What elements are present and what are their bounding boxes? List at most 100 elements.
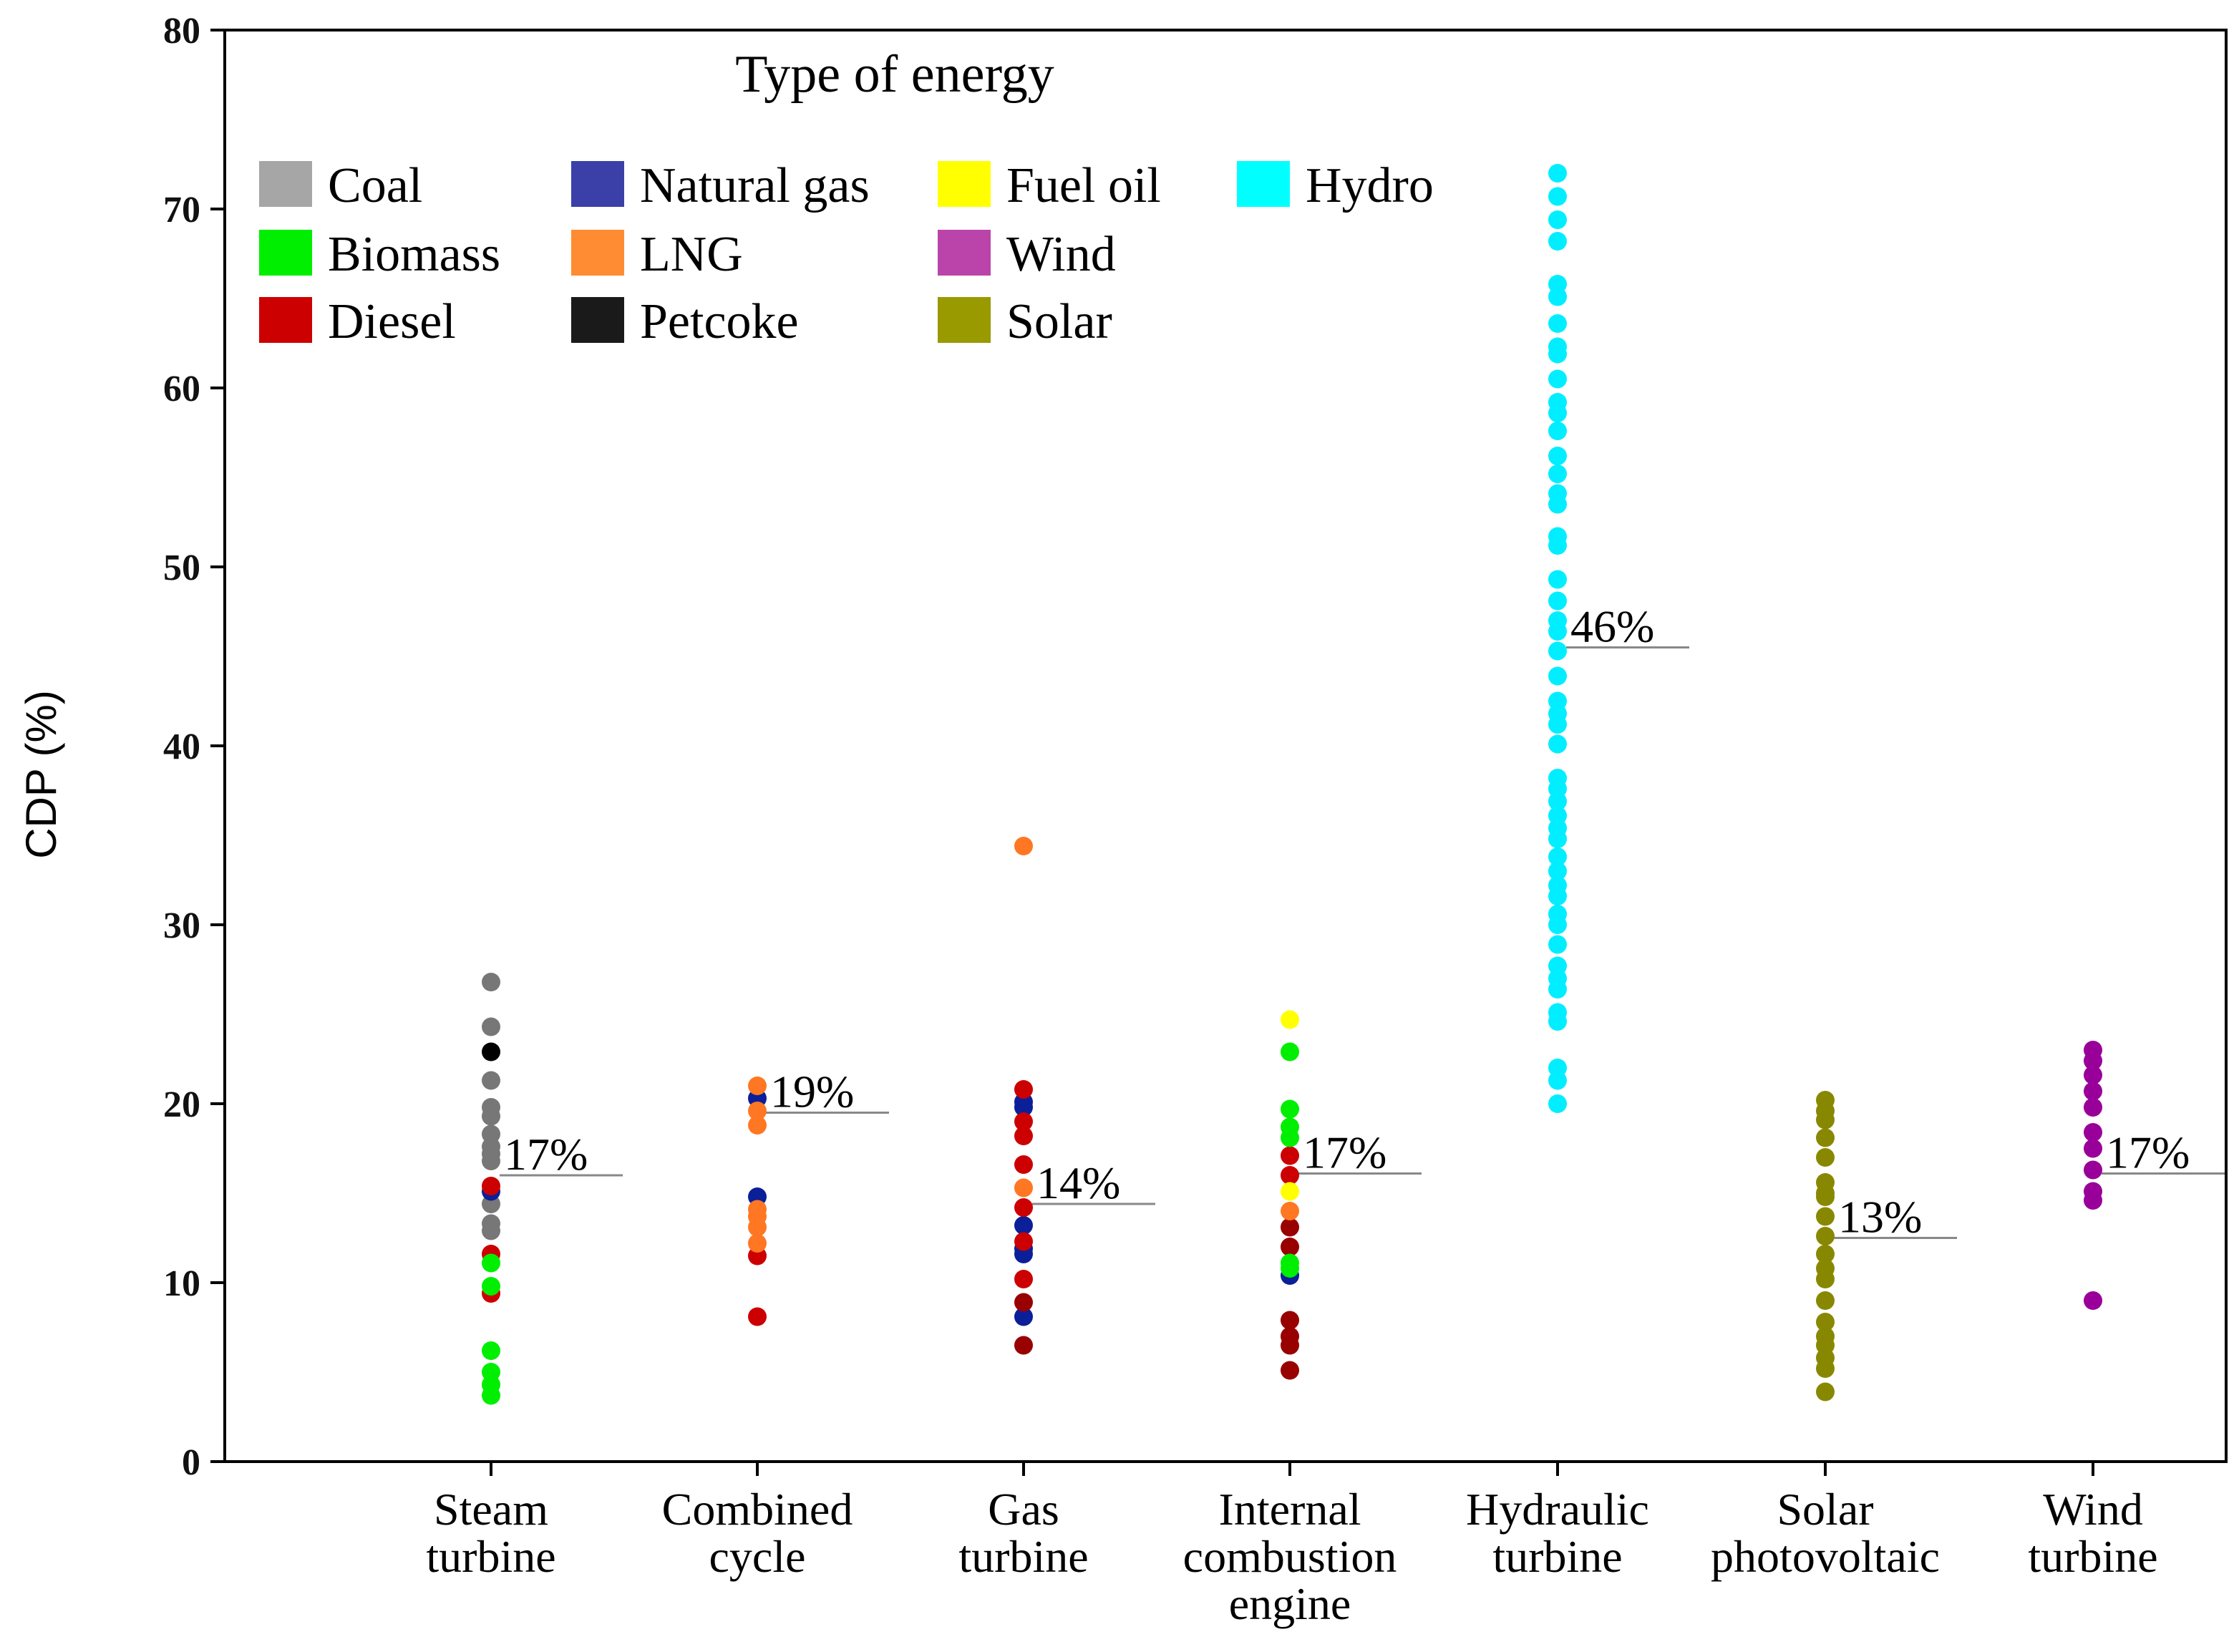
legend-label: LNG xyxy=(640,227,743,282)
data-point xyxy=(1816,1245,1835,1263)
data-point xyxy=(1548,232,1567,251)
series-group xyxy=(1548,164,1567,1113)
x-category-label-line: turbine xyxy=(2028,1531,2157,1582)
legend-item: Coal xyxy=(259,158,422,213)
data-point xyxy=(1816,1227,1835,1245)
mean-annotation: 17% xyxy=(1303,1127,1386,1178)
data-point xyxy=(2084,1066,2102,1084)
x-category-label-line: turbine xyxy=(426,1531,555,1582)
data-point xyxy=(1548,1012,1567,1031)
data-point xyxy=(482,1017,500,1036)
data-point xyxy=(482,1253,500,1273)
legend-label: Fuel oil xyxy=(1006,158,1161,213)
data-point xyxy=(748,1234,767,1253)
mean-annotation: 46% xyxy=(1570,601,1654,652)
legend-swatch xyxy=(938,161,991,207)
data-point xyxy=(482,1152,500,1170)
data-point xyxy=(1281,1218,1299,1237)
x-category-label: Combined cycle xyxy=(662,1484,853,1582)
legend-label: Solar xyxy=(1006,294,1112,349)
series-group xyxy=(748,837,1299,1253)
data-point xyxy=(1281,1202,1299,1220)
x-category-label-line: Combined xyxy=(662,1484,853,1535)
data-point xyxy=(1281,1336,1299,1355)
data-point xyxy=(482,1107,500,1126)
data-point xyxy=(1014,1307,1033,1326)
data-point xyxy=(482,1071,500,1090)
data-point xyxy=(1281,1259,1299,1278)
legend-label: Coal xyxy=(328,158,422,213)
legend-item: Petcoke xyxy=(571,294,799,349)
data-point xyxy=(1816,1313,1835,1331)
data-point xyxy=(1548,344,1567,364)
data-point xyxy=(2084,1098,2102,1117)
x-category-label: Hydraulic turbine xyxy=(1466,1484,1649,1582)
data-point xyxy=(1548,862,1567,880)
data-point xyxy=(2084,1191,2102,1210)
mean-annotation: 17% xyxy=(2106,1127,2190,1178)
data-point xyxy=(2084,1082,2102,1101)
x-category-label-line: combustion xyxy=(1183,1531,1397,1582)
data-point xyxy=(1548,369,1567,389)
data-point xyxy=(748,1307,767,1326)
x-category-label: Steam turbine xyxy=(426,1484,555,1582)
y-axis-label: CDP (%) xyxy=(17,690,65,859)
x-category-label-line: Steam xyxy=(434,1484,548,1535)
data-point xyxy=(1816,1270,1835,1288)
x-category-label-line: Solar xyxy=(1777,1484,1873,1535)
legend-swatch xyxy=(259,161,312,207)
data-point xyxy=(1548,915,1567,934)
x-category-label-line: turbine xyxy=(958,1531,1088,1582)
data-point xyxy=(1548,591,1567,611)
data-point xyxy=(1548,641,1567,661)
legend-item: LNG xyxy=(571,227,743,282)
x-category-label-line: engine xyxy=(1229,1578,1351,1629)
data-point xyxy=(1548,187,1567,206)
x-category-label-line: Internal xyxy=(1219,1484,1361,1535)
data-point xyxy=(1548,1094,1567,1113)
data-point xyxy=(1281,1010,1299,1029)
data-point xyxy=(1014,1216,1033,1235)
x-category-label-line: Wind xyxy=(2043,1484,2143,1535)
data-point xyxy=(2084,1051,2102,1070)
data-point xyxy=(482,973,500,991)
legend-label: Diesel xyxy=(328,294,456,349)
data-point xyxy=(1281,1099,1299,1119)
data-point xyxy=(482,1221,500,1240)
data-point xyxy=(1548,622,1567,641)
y-axis: 0 10 20 30 40 50 60 70 80 xyxy=(163,11,225,1483)
mean-annotation: 14% xyxy=(1036,1157,1120,1208)
data-point xyxy=(482,1386,500,1405)
data-point xyxy=(2084,1139,2102,1158)
data-point xyxy=(748,1116,767,1134)
y-tick-label: 20 xyxy=(163,1084,200,1125)
data-point xyxy=(1014,1098,1033,1117)
data-point xyxy=(482,1042,500,1061)
data-point xyxy=(1548,1071,1567,1090)
x-category-label-line: turbine xyxy=(1492,1531,1622,1582)
data-point xyxy=(1816,1187,1835,1206)
data-point xyxy=(1816,1382,1835,1401)
data-point xyxy=(482,1177,500,1195)
legend-swatch xyxy=(571,161,624,207)
mean-annotations: 17% 19% 14% 17% 46% 13% 17% xyxy=(500,601,2225,1243)
legend-title: Type of energy xyxy=(735,45,1054,104)
x-category-label-line: Hydraulic xyxy=(1466,1484,1649,1535)
x-category-label: Wind turbine xyxy=(2028,1484,2157,1582)
legend-swatch xyxy=(938,297,991,343)
legend-swatch xyxy=(259,230,312,276)
data-point xyxy=(1281,1361,1299,1380)
x-category-label-line: photovoltaic xyxy=(1711,1531,1940,1582)
data-point xyxy=(1548,314,1567,333)
x-category-label: Internal combustion engine xyxy=(1183,1484,1397,1629)
data-point xyxy=(1816,1359,1835,1378)
data-point xyxy=(1548,536,1567,555)
y-tick-label: 30 xyxy=(163,905,200,946)
data-point xyxy=(1816,1110,1835,1129)
y-tick-label: 40 xyxy=(163,727,200,767)
data-point xyxy=(748,1077,767,1095)
data-point xyxy=(1548,447,1567,465)
data-point xyxy=(1548,465,1567,483)
